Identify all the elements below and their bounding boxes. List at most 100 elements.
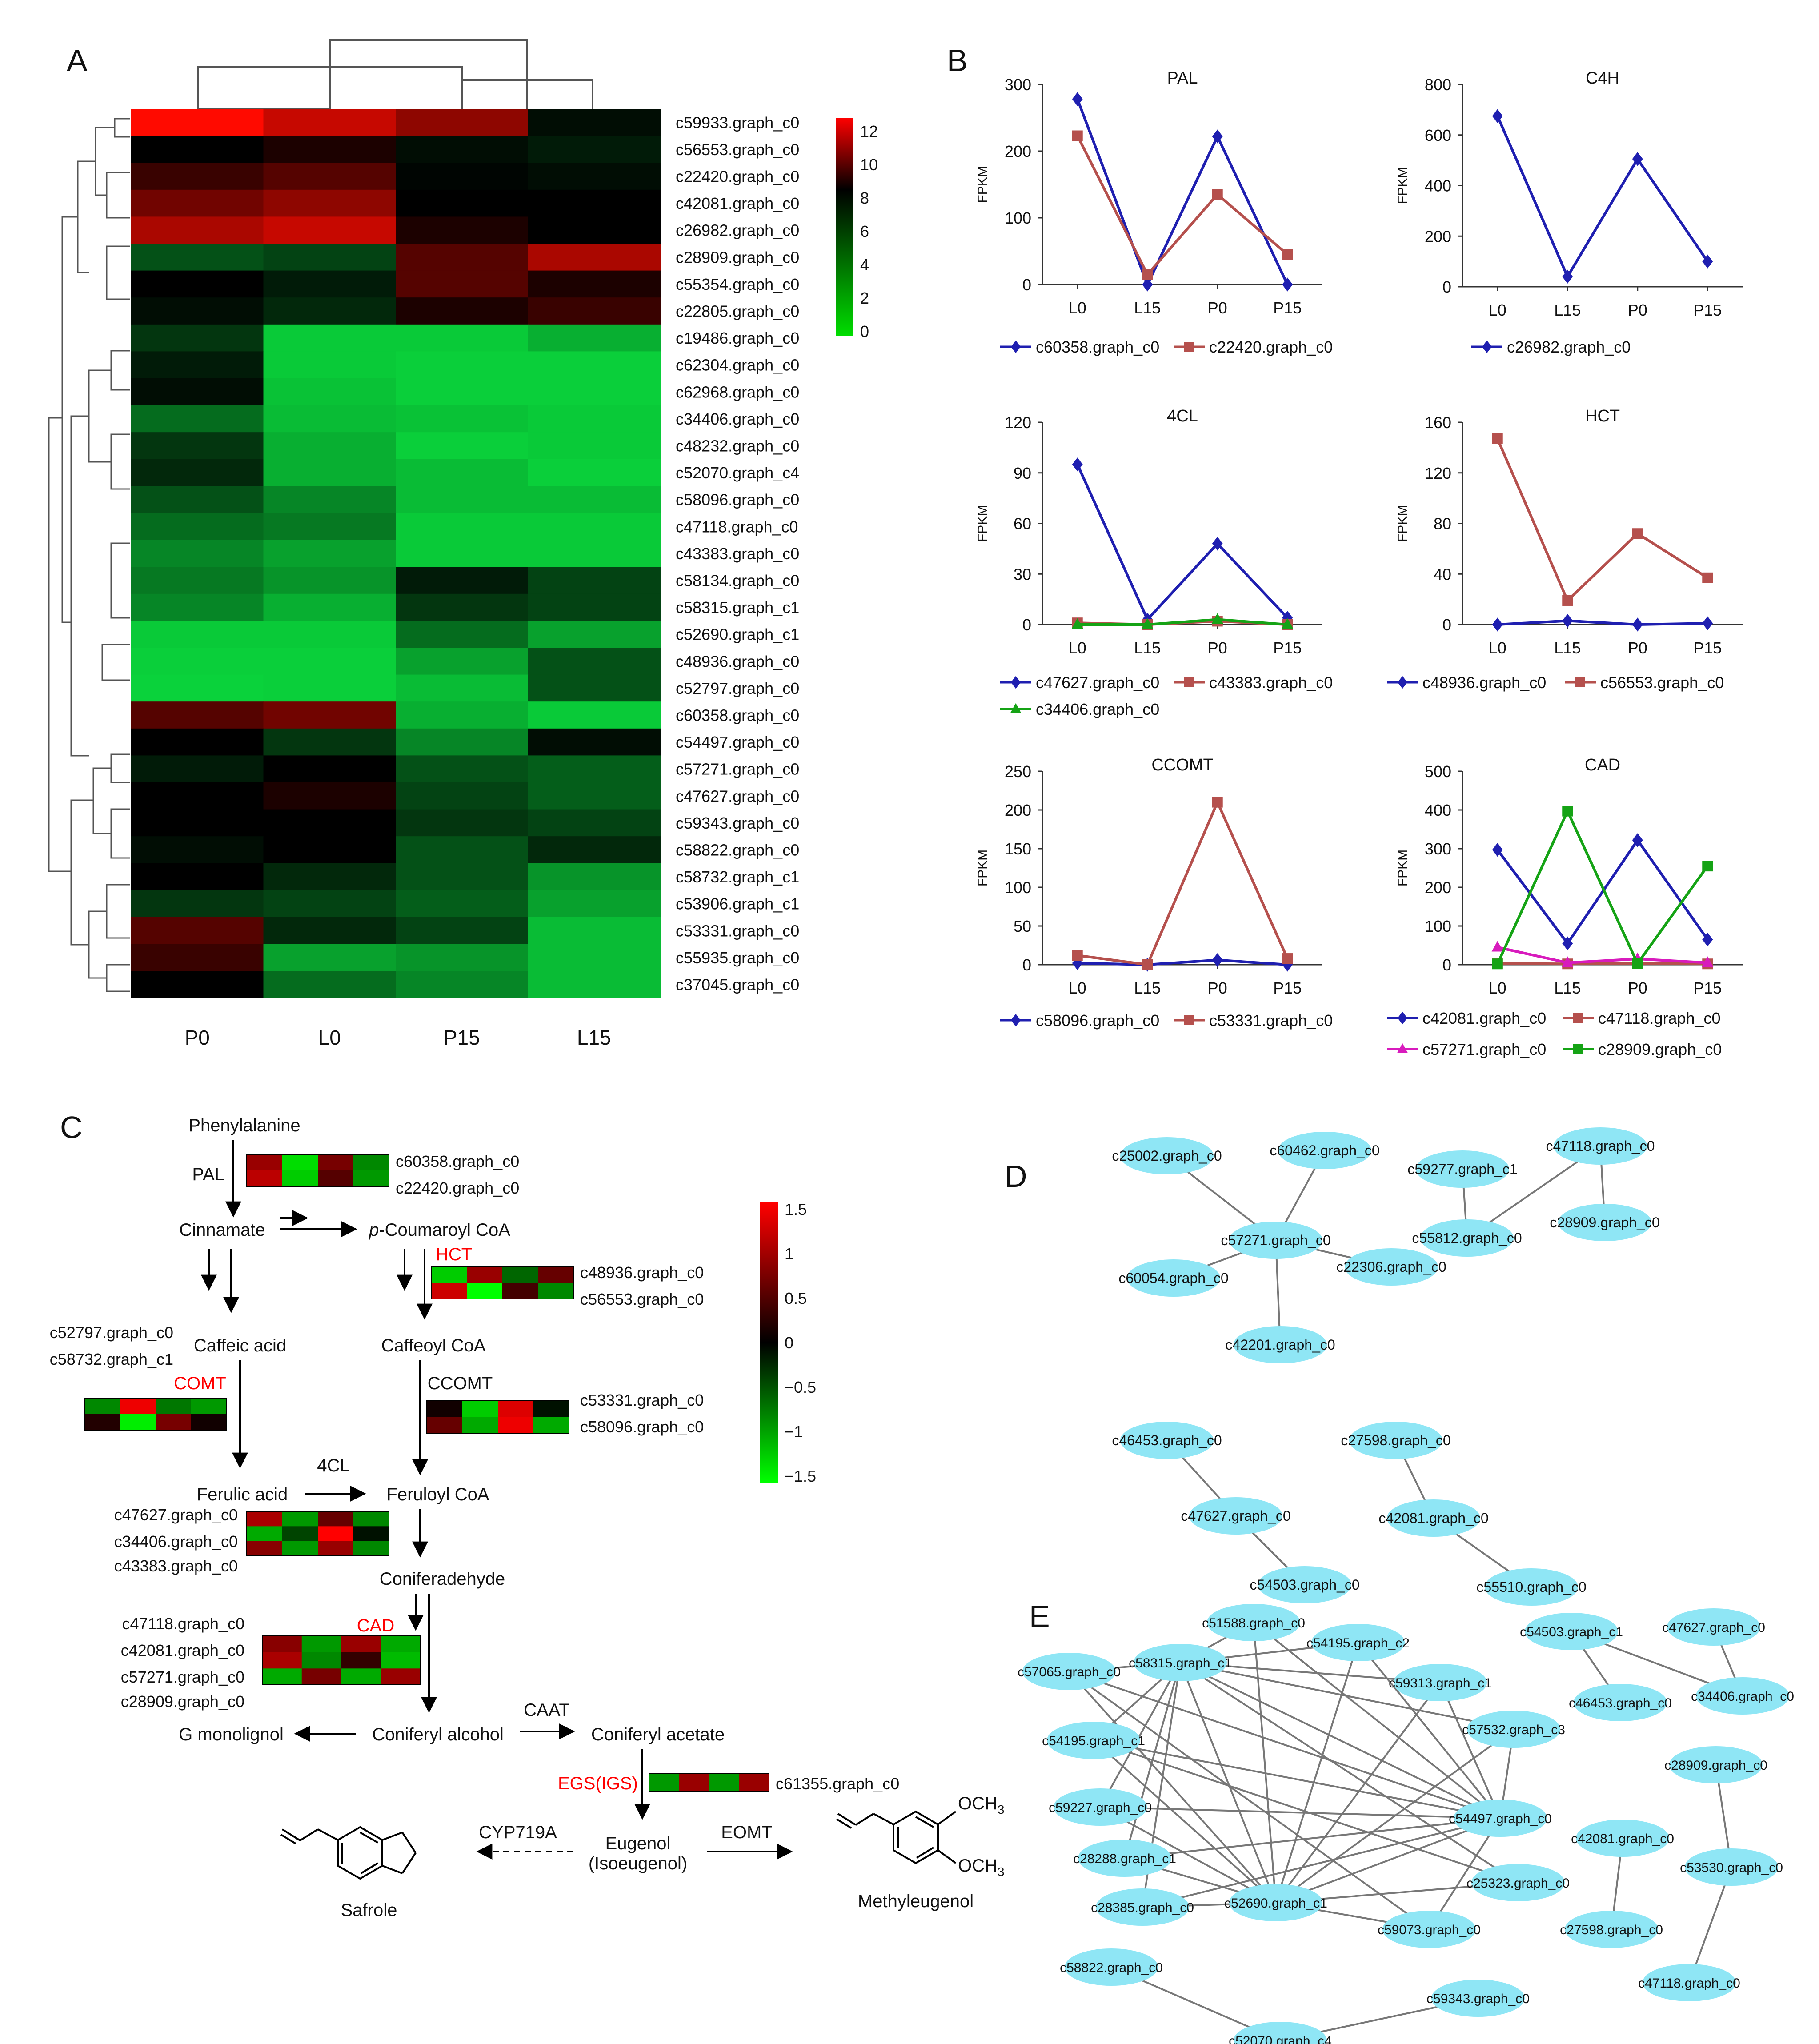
y-axis-label: FPKM [1395, 505, 1410, 542]
y-tick-label: 250 [1005, 762, 1031, 781]
heatmap-cell [528, 971, 661, 998]
legend-label: c53331.graph_c0 [1209, 1011, 1333, 1030]
compound-phenylalanine: Phenylalanine [188, 1116, 300, 1135]
y-tick-label: 200 [1005, 142, 1031, 160]
legend-label: c58096.graph_c0 [1036, 1011, 1159, 1030]
network-edge [1100, 1806, 1501, 1819]
heatmap-cell [131, 917, 264, 945]
heatmap-cell [396, 244, 529, 271]
heatmap-row-label: c59343.graph_c0 [676, 814, 799, 832]
series-line [1496, 438, 1708, 603]
heatmap-cell [131, 755, 264, 783]
pathway-heatmap-cell [301, 1636, 341, 1653]
network-node-label: c42201.graph_c0 [1225, 1337, 1335, 1353]
heatmap-cell [131, 163, 264, 190]
heatmap-cell [528, 351, 661, 379]
heatmap-cell [131, 136, 264, 164]
heatmap-cell [528, 486, 661, 513]
heatmap-cell [528, 728, 661, 756]
pathway-heatmap-border [431, 1266, 574, 1299]
network-node-label: c55510.graph_c0 [1476, 1579, 1586, 1595]
heatmap-cell [131, 674, 264, 702]
network-edge [1428, 1817, 1501, 1930]
pathway-heatmap-cell [353, 1541, 389, 1556]
heatmap-row-label: c58732.graph_c1 [676, 868, 799, 886]
marker-triangle [1010, 703, 1022, 713]
marker-diamond [1398, 1011, 1407, 1025]
network-node-label: c54503.graph_c1 [1520, 1625, 1623, 1639]
pathway-heatmap-cell [120, 1414, 156, 1431]
heatmap-cell [263, 270, 396, 298]
network-node [1078, 1840, 1171, 1877]
heatmap-row-label: c47627.graph_c0 [676, 787, 799, 805]
enzyme-ccomt: CCOMT [428, 1374, 493, 1393]
line-chart-4cl: 0 30 60 90 120 L0 L15 P0 P15 4CL FPKM c47627.graph_… [975, 407, 1333, 718]
compound-caffeoyl-coa: Caffeoyl CoA [381, 1336, 486, 1355]
heatmap-row-label: c22805.graph_c0 [676, 302, 799, 321]
pathway-heatmap-cell [341, 1636, 381, 1653]
network-node-label: c55812.graph_c0 [1412, 1230, 1522, 1246]
gene-label: c22420.graph_c0 [396, 1179, 519, 1197]
marker-diamond [1492, 617, 1503, 632]
heatmap-cell [396, 405, 529, 433]
enzyme-4cl: 4CL [317, 1456, 349, 1475]
heatmap-cell [396, 540, 529, 568]
pathway-heatmap-cell [353, 1526, 389, 1542]
network-node [1349, 1422, 1442, 1459]
heatmap-cell [528, 890, 661, 918]
heatmap-cell [528, 324, 661, 352]
heatmap-row-label: c52070.graph_c4 [676, 464, 799, 482]
y-tick-label: 600 [1425, 126, 1451, 144]
series-line [1496, 838, 1709, 946]
pathway-heatmap-cell [341, 1652, 381, 1669]
network-node-label: c25002.graph_c0 [1112, 1148, 1222, 1164]
heatmap-cell [263, 863, 396, 891]
pathway-heatmap-border [426, 1400, 569, 1434]
pathway-heatmap-cell [247, 1154, 283, 1171]
network-edge [1093, 1739, 1519, 1884]
x-tick-label: P0 [1208, 299, 1227, 317]
network-node-label: c28288.graph_c1 [1073, 1852, 1176, 1866]
network-node [1685, 1848, 1778, 1886]
heatmap-cell [396, 674, 529, 702]
network-node [1054, 1788, 1147, 1826]
heatmap-cell [263, 459, 396, 487]
y-axis-label: FPKM [1395, 850, 1410, 886]
heatmap-cell [131, 567, 264, 594]
network-node-label: c22306.graph_c0 [1336, 1259, 1446, 1275]
heatmap-row-label: c52797.graph_c0 [676, 679, 799, 697]
x-tick-label: L0 [1489, 301, 1506, 319]
pathway-heatmap-cell [498, 1400, 534, 1417]
gene-label: c43383.graph_c0 [114, 1557, 238, 1575]
heatmap-cell [263, 809, 396, 837]
pathway-heatmap-cell [262, 1668, 302, 1685]
heatmap-cell [263, 513, 396, 541]
heatmap-cell [396, 755, 529, 783]
marker-square [1282, 249, 1293, 260]
gene-label: c47118.graph_c0 [122, 1615, 244, 1633]
marker-square [1702, 861, 1713, 872]
network-node [1258, 1566, 1351, 1603]
marker-square [1632, 958, 1643, 969]
legend-label: c22420.graph_c0 [1209, 338, 1333, 356]
network-edge [1093, 1739, 1277, 1904]
network-node-label: c34406.graph_c0 [1691, 1689, 1794, 1704]
pathway-heatmap-cell [318, 1526, 354, 1542]
pathway-heatmap-cell [341, 1668, 381, 1685]
legend-label: c57271.graph_c0 [1422, 1040, 1546, 1058]
pathway-heatmap-cell [191, 1414, 227, 1431]
heatmap-cell [131, 486, 264, 513]
heatmap-cell [396, 728, 529, 756]
marker-diamond [1492, 109, 1503, 123]
marker-square [1492, 433, 1503, 444]
network-node-label: c42081.graph_c0 [1378, 1510, 1488, 1526]
network-edge [1100, 1806, 1276, 1904]
heatmap-cell [263, 701, 396, 729]
series-line [1076, 135, 1289, 277]
heatmap-cell [263, 297, 396, 325]
pathway-heatmap-cell [262, 1636, 302, 1653]
heatmap-cell [131, 701, 264, 729]
pathway-heatmap-border [246, 1511, 389, 1556]
marker-square [1072, 950, 1083, 961]
